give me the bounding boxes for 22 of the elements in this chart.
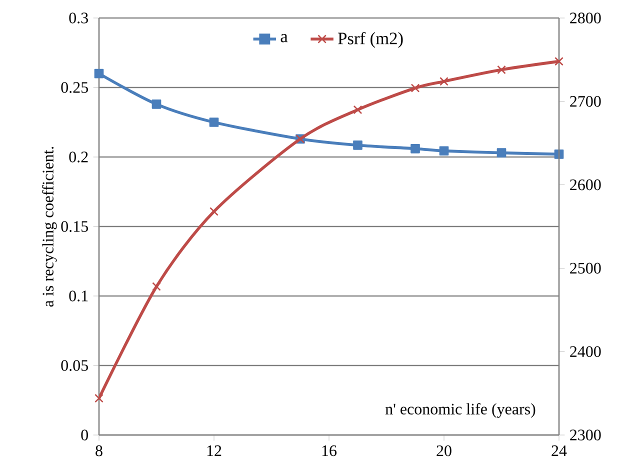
x-tick-label: 12 [207, 445, 222, 456]
y2-tick-label: 2700 [570, 96, 601, 107]
y2-tick-label: 2500 [570, 262, 601, 274]
y-tick-label: 0.2 [69, 152, 88, 162]
legend-label: Psrf (m2) [338, 32, 403, 48]
y2-tick-label: 2400 [570, 346, 601, 357]
x-tick-label: 8 [96, 445, 102, 456]
x-tick-label: 24 [552, 445, 567, 456]
x-tick-label: 20 [436, 445, 452, 456]
y-tick-label: 0.1 [69, 290, 88, 302]
y-tick-label: 0.05 [61, 360, 88, 371]
y-tick-label: 0 [81, 430, 88, 440]
y-tick-label: 0.3 [69, 12, 88, 24]
y-tick-label: 0.25 [61, 82, 88, 93]
y-tick-label: 0.15 [61, 221, 88, 232]
y2-tick-label: 2600 [570, 179, 601, 190]
x-axis-title: n' economic life (years) [385, 403, 536, 418]
y2-tick-label: 2800 [570, 12, 601, 24]
legend-label: a [280, 34, 288, 42]
x-tick-label: 16 [322, 445, 337, 456]
y-axis-title: a is recycling coefficient. [42, 146, 57, 307]
y2-tick-label: 2300 [570, 430, 601, 440]
